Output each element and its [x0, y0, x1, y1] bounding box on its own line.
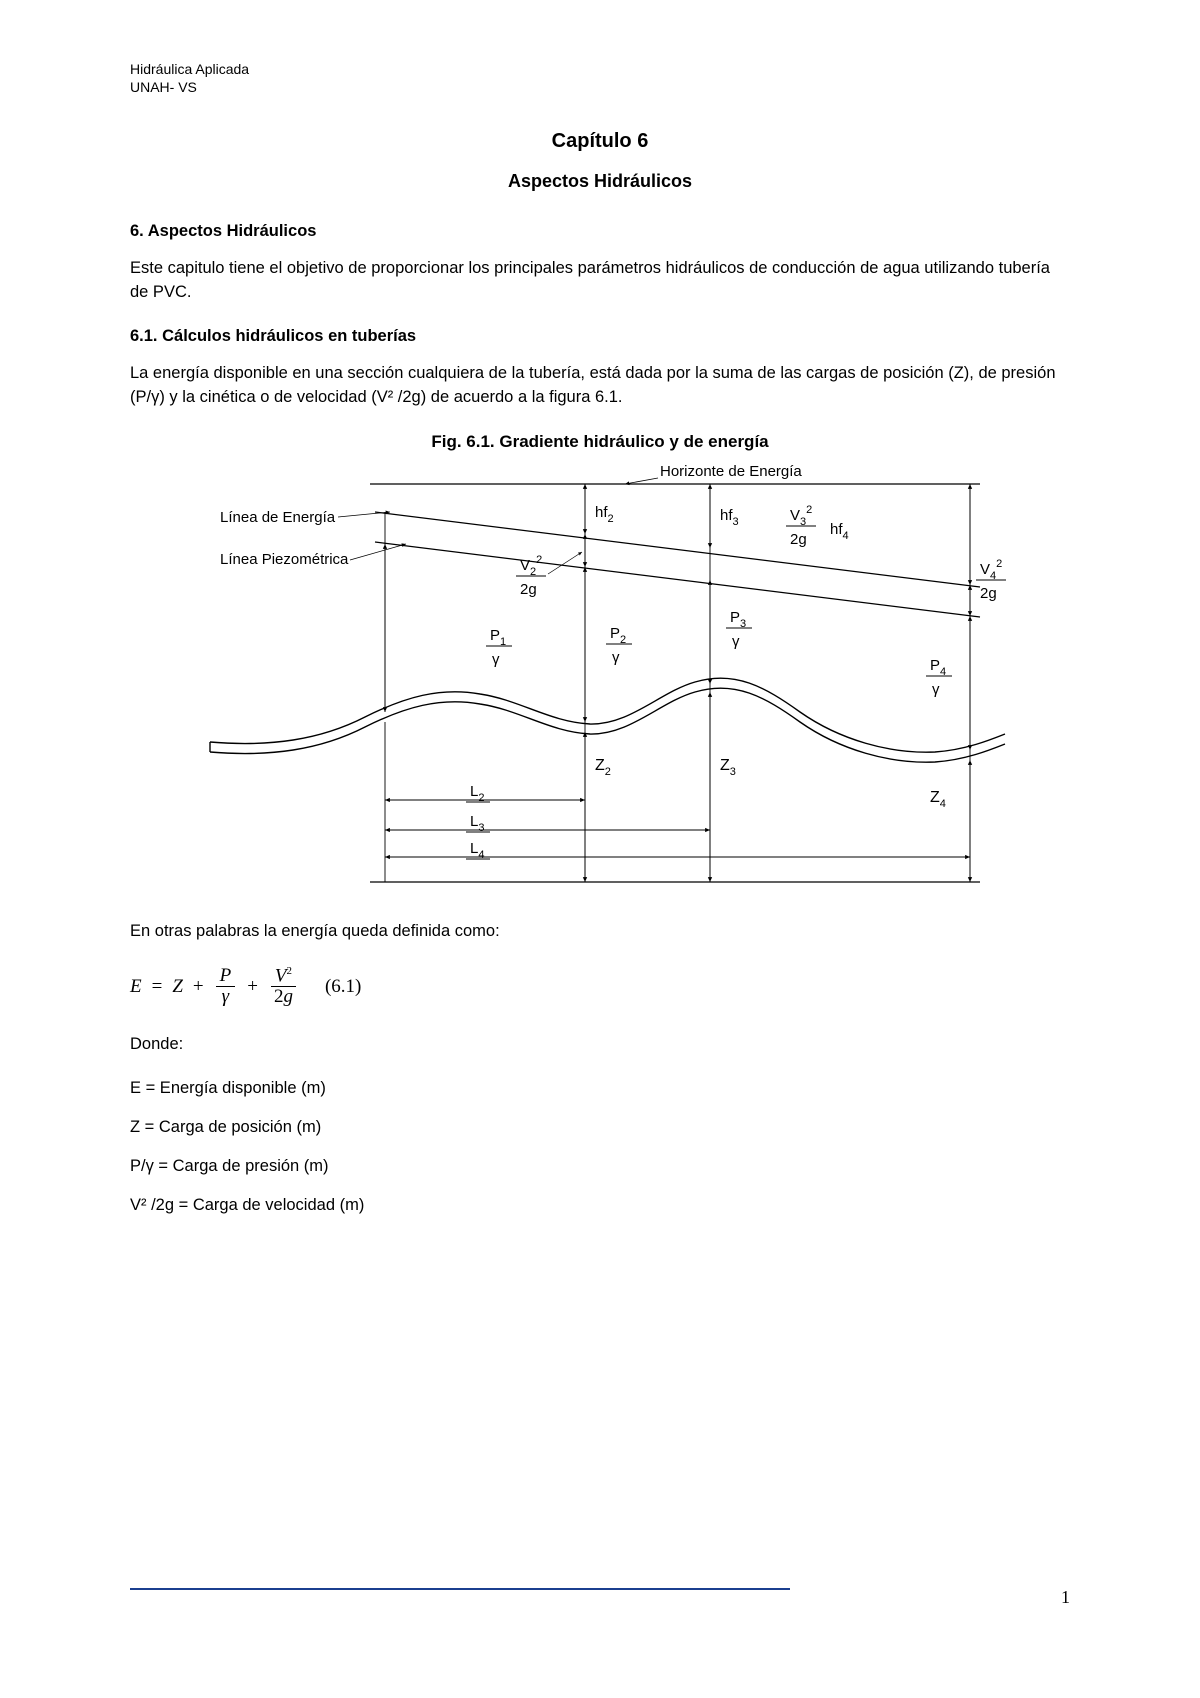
paragraph-3: En otras palabras la energía queda defin… — [130, 920, 1070, 944]
svg-text:2g: 2g — [980, 585, 997, 602]
eq-frac-v: V2 2g — [270, 966, 297, 1007]
intro-paragraph: Este capitulo tiene el objetivo de propo… — [130, 257, 1070, 305]
svg-text:P2: P2 — [610, 625, 626, 646]
svg-text:L3: L3 — [470, 813, 484, 834]
footer-rule — [130, 1588, 790, 1590]
label-horizonte: Horizonte de Energía — [660, 463, 802, 480]
svg-text:Z3: Z3 — [720, 757, 736, 778]
chapter-title: Capítulo 6 — [130, 130, 1070, 153]
eq-frac-p: P γ — [216, 966, 236, 1007]
definition-list: E = Energía disponible (m) Z = Carga de … — [130, 1079, 1070, 1215]
eq-E: E — [130, 976, 142, 998]
eq-plus-2: + — [247, 976, 258, 998]
def-e: E = Energía disponible (m) — [130, 1079, 1070, 1098]
label-linea-energia: Línea de Energía — [220, 509, 336, 526]
equation-6-1: E = Z + P γ + V2 2g (6.1) — [130, 966, 1070, 1007]
svg-text:P3: P3 — [730, 609, 746, 630]
svg-text:γ: γ — [492, 651, 500, 668]
figure-caption: Fig. 6.1. Gradiente hidráulico y de ener… — [130, 432, 1070, 452]
svg-text:Z2: Z2 — [595, 757, 611, 778]
def-z: Z = Carga de posición (m) — [130, 1118, 1070, 1137]
svg-text:L2: L2 — [470, 783, 484, 804]
eq-number: (6.1) — [325, 976, 361, 998]
chapter-subtitle: Aspectos Hidráulicos — [130, 171, 1070, 192]
svg-text:hf4: hf4 — [830, 521, 849, 542]
def-v: V² /2g = Carga de velocidad (m) — [130, 1196, 1070, 1215]
header-line-2: UNAH- VS — [130, 78, 1070, 96]
eq-plus-1: + — [193, 976, 204, 998]
page: Hidráulica Aplicada UNAH- VS Capítulo 6 … — [0, 0, 1200, 1660]
def-p: P/γ = Carga de presión (m) — [130, 1157, 1070, 1176]
svg-text:P1: P1 — [490, 627, 506, 648]
svg-text:Z4: Z4 — [930, 789, 946, 810]
svg-text:2g: 2g — [790, 531, 807, 548]
svg-text:γ: γ — [732, 633, 740, 650]
svg-text:V32: V32 — [790, 504, 812, 528]
svg-text:L4: L4 — [470, 840, 484, 861]
eq-Z: Z — [172, 976, 183, 998]
section-heading-1: 6. Aspectos Hidráulicos — [130, 222, 1070, 241]
doc-header: Hidráulica Aplicada UNAH- VS — [130, 60, 1070, 96]
svg-text:V42: V42 — [980, 558, 1002, 582]
svg-text:V22: V22 — [520, 554, 542, 578]
svg-text:hf3: hf3 — [720, 507, 739, 528]
svg-text:γ: γ — [932, 681, 940, 698]
svg-text:P4: P4 — [930, 657, 946, 678]
page-number: 1 — [1061, 1587, 1070, 1608]
svg-text:hf2: hf2 — [595, 504, 614, 525]
paragraph-2: La energía disponible en una sección cua… — [130, 362, 1070, 410]
label-linea-piezo: Línea Piezométrica — [220, 551, 349, 568]
donde-label: Donde: — [130, 1033, 1070, 1057]
eq-equals: = — [152, 976, 163, 998]
header-line-1: Hidráulica Aplicada — [130, 60, 1070, 78]
section-heading-2: 6.1. Cálculos hidráulicos en tuberías — [130, 327, 1070, 346]
svg-text:2g: 2g — [520, 581, 537, 598]
svg-text:γ: γ — [612, 649, 620, 666]
hydraulic-gradient-diagram: Horizonte de Energía Línea de Energía Lí… — [190, 462, 1010, 892]
figure-6-1: Horizonte de Energía Línea de Energía Lí… — [190, 462, 1010, 892]
